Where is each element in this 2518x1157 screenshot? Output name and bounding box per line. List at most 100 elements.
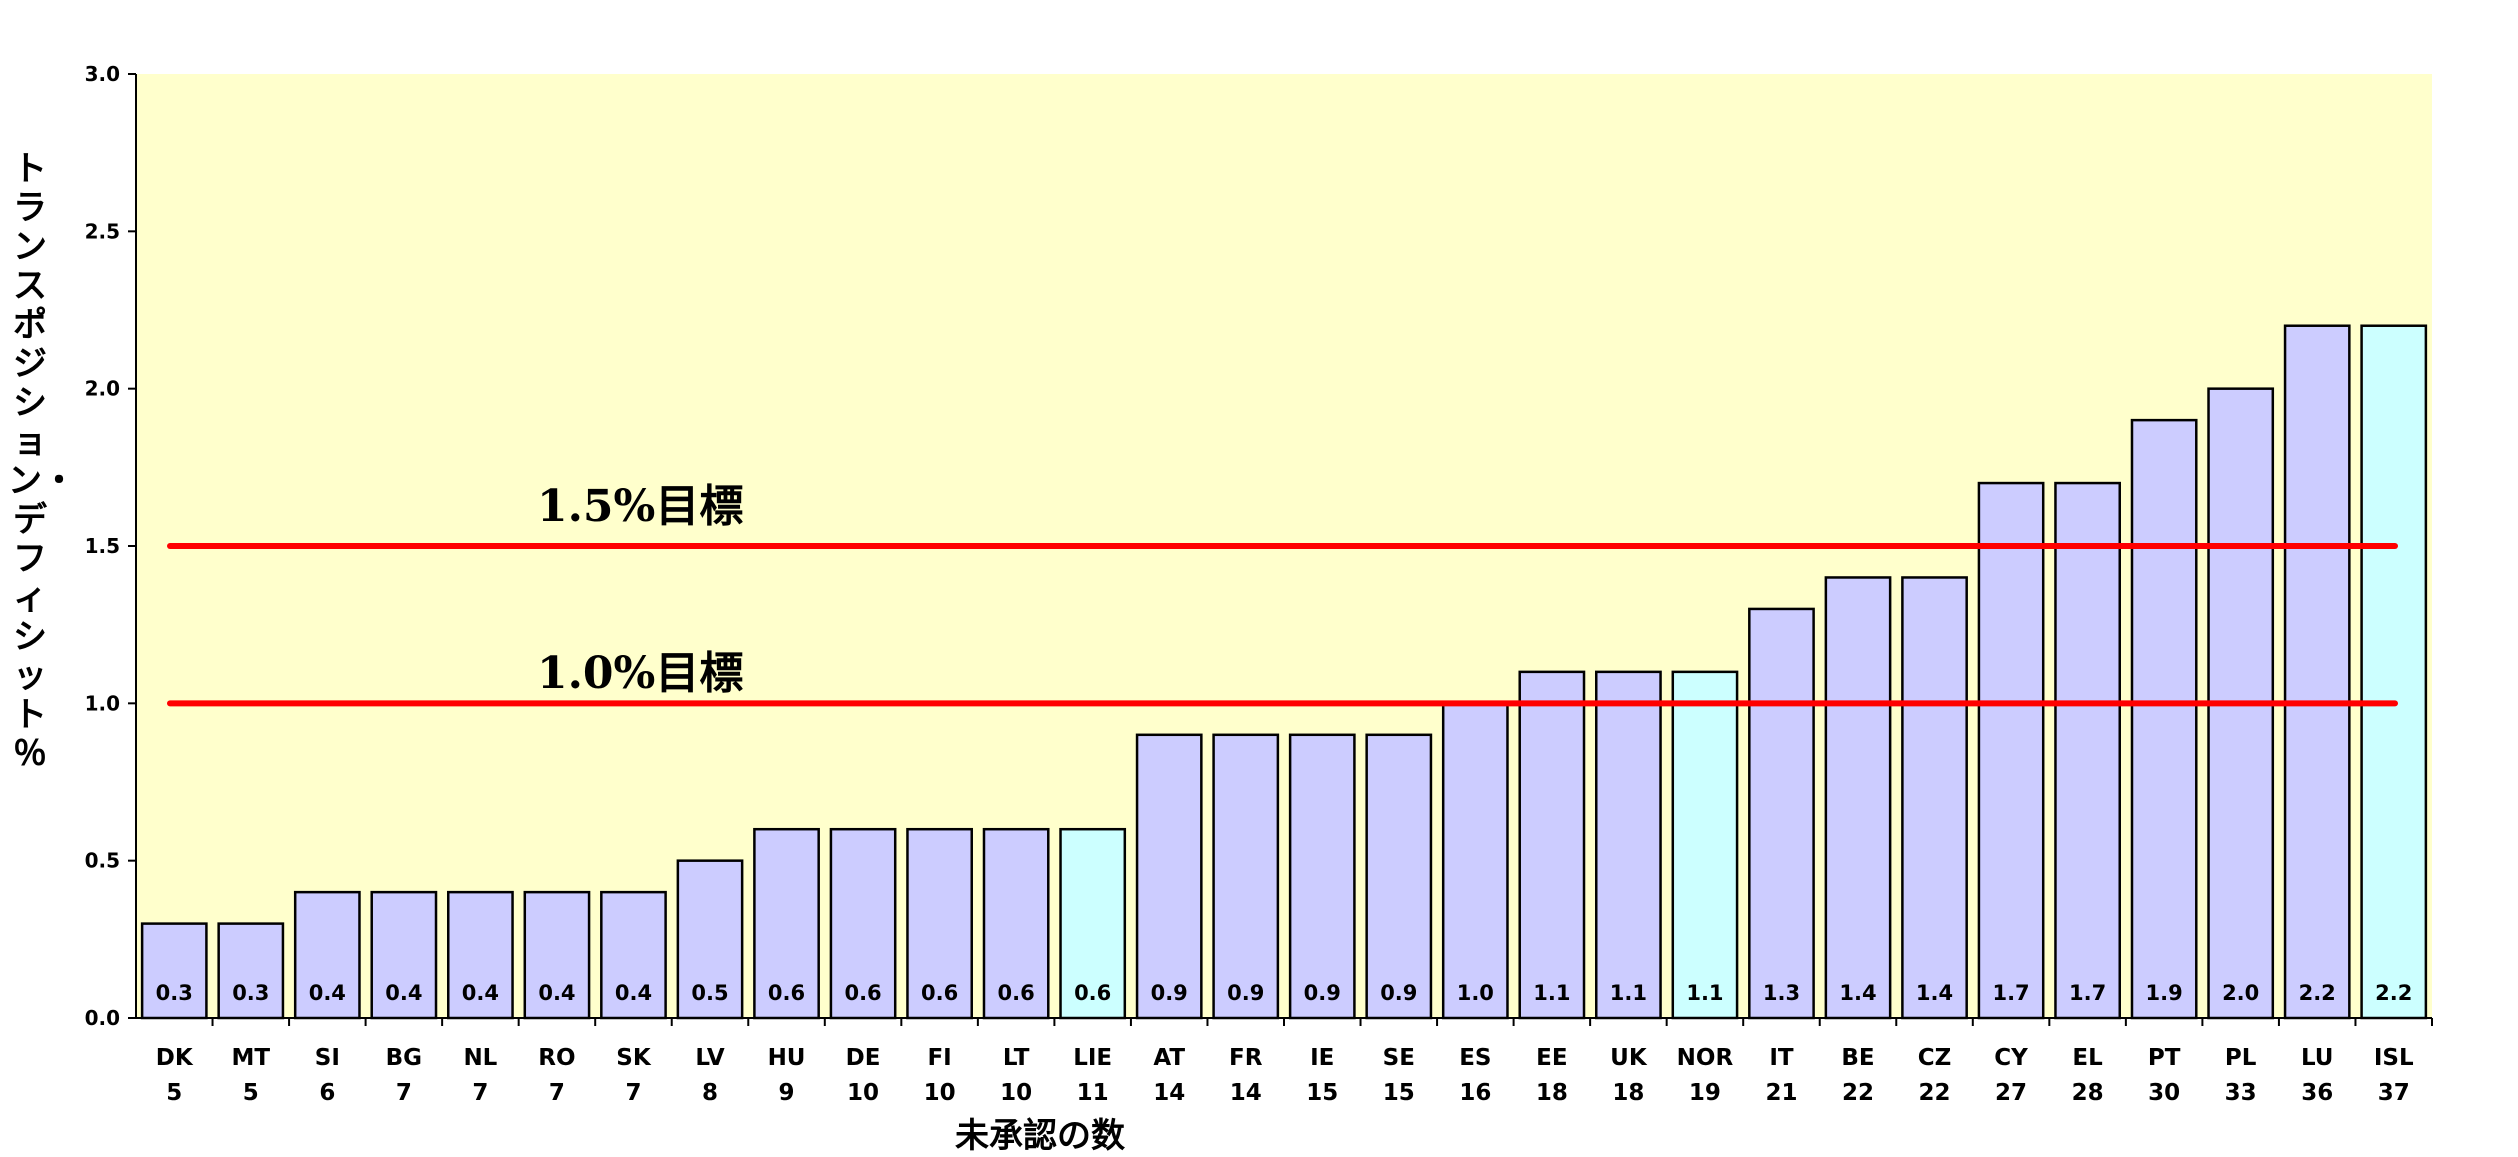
x-category-label: LT [1003, 1045, 1030, 1071]
bar-value-label: 1.1 [1533, 981, 1570, 1005]
x-count-label: 37 [2378, 1080, 2410, 1106]
x-count-label: 22 [1919, 1080, 1951, 1106]
bar-value-label: 0.6 [921, 981, 958, 1005]
bar-value-label: 0.6 [1074, 981, 1111, 1005]
bar-value-label: 1.4 [1916, 981, 1953, 1005]
bar [1518, 670, 1586, 1020]
bar-value-label: 0.4 [615, 981, 652, 1005]
x-category-label: PT [2148, 1045, 2181, 1071]
bar-value-label: 1.7 [2069, 981, 2106, 1005]
bar-value-label: 0.9 [1380, 981, 1417, 1005]
x-count-label: 33 [2225, 1080, 2257, 1106]
bar-value-label: 1.1 [1686, 981, 1723, 1005]
x-category-label: UK [1610, 1045, 1648, 1071]
bar-value-label: 1.3 [1763, 981, 1800, 1005]
x-category-label: BE [1841, 1045, 1874, 1071]
bar-value-label: 1.7 [1992, 981, 2029, 1005]
x-count-label: 7 [549, 1080, 565, 1106]
bar [829, 827, 897, 1020]
x-category-label: ISL [2374, 1045, 2414, 1071]
bar [1135, 733, 1203, 1020]
bar-value-label: 2.2 [2375, 981, 2412, 1005]
bar-value-label: 1.0 [1457, 981, 1494, 1005]
bar [1441, 702, 1509, 1020]
x-category-label: CZ [1918, 1045, 1952, 1071]
x-category-label: LIE [1073, 1045, 1112, 1071]
bar-value-label: 0.4 [462, 981, 499, 1005]
bar-value-label: 0.5 [691, 981, 728, 1005]
x-count-label: 10 [1000, 1080, 1032, 1106]
bar-value-label: 2.0 [2222, 981, 2259, 1005]
bar [217, 922, 285, 1020]
x-category-label: EL [2072, 1045, 2103, 1071]
x-category-label: NOR [1677, 1045, 1734, 1071]
target-line-label-1-5: 1.5%目標 [537, 481, 744, 532]
y-tick-label: 0.5 [85, 849, 120, 873]
x-count-label: 15 [1306, 1080, 1338, 1106]
bar-value-label: 0.4 [385, 981, 422, 1005]
bar-value-label: 0.6 [768, 981, 805, 1005]
x-category-label: NL [463, 1045, 497, 1071]
y-tick-label: 0.0 [85, 1006, 120, 1030]
x-category-label: CY [1994, 1045, 2028, 1071]
x-count-label: 9 [779, 1080, 795, 1106]
bar-value-label: 0.6 [998, 981, 1035, 1005]
x-category-label: IE [1310, 1045, 1334, 1071]
bar-value-label: 1.1 [1610, 981, 1647, 1005]
x-count-label: 18 [1612, 1080, 1644, 1106]
bar-value-label: 2.2 [2299, 981, 2336, 1005]
x-category-label: RO [538, 1045, 575, 1071]
x-category-label: ES [1459, 1045, 1491, 1071]
bar [370, 890, 438, 1020]
x-count-label: 15 [1383, 1080, 1415, 1106]
y-axis-label: トランスポジション・デフィシット ％ [8, 149, 81, 774]
x-count-label: 18 [1536, 1080, 1568, 1106]
bar-value-label: 0.3 [156, 981, 193, 1005]
bar [1824, 576, 1892, 1020]
y-tick-label: 1.0 [85, 691, 120, 715]
x-count-label: 19 [1689, 1080, 1721, 1106]
x-count-label: 27 [1995, 1080, 2027, 1106]
bar [2360, 324, 2428, 1020]
x-count-label: 7 [625, 1080, 641, 1106]
bar [447, 890, 514, 1020]
bar [753, 827, 820, 1020]
bar [1595, 670, 1662, 1020]
x-count-label: 22 [1842, 1080, 1874, 1106]
bar [906, 827, 973, 1020]
x-category-label: LU [2301, 1045, 2334, 1071]
bar [676, 859, 744, 1020]
bar-value-label: 0.4 [538, 981, 575, 1005]
x-count-label: 14 [1153, 1080, 1185, 1106]
bar [1212, 733, 1280, 1020]
bar [2130, 418, 2198, 1020]
x-category-label: EE [1536, 1045, 1567, 1071]
x-category-label: HU [768, 1045, 806, 1071]
x-count-label: 7 [396, 1080, 412, 1106]
bar [1901, 576, 1968, 1020]
x-category-label: AT [1153, 1045, 1185, 1071]
bar [2054, 481, 2121, 1020]
bar [1365, 733, 1433, 1020]
x-category-label: SI [315, 1045, 340, 1071]
bar [1977, 481, 2045, 1020]
y-tick-label: 1.5 [85, 534, 120, 558]
x-axis-label: 未承認の数 [955, 1116, 1125, 1156]
x-count-label: 6 [319, 1080, 335, 1106]
x-count-label: 5 [166, 1080, 182, 1106]
x-category-label: FI [927, 1045, 951, 1071]
x-count-label: 16 [1459, 1080, 1491, 1106]
x-category-label: DK [156, 1045, 194, 1071]
bar [600, 890, 667, 1020]
y-tick-label: 2.5 [85, 219, 120, 243]
x-category-label: SK [616, 1045, 652, 1071]
x-count-label: 30 [2148, 1080, 2180, 1106]
x-count-label: 14 [1230, 1080, 1262, 1106]
x-category-label: PL [2225, 1045, 2257, 1071]
x-category-label: DE [846, 1045, 881, 1071]
x-category-label: MT [232, 1045, 271, 1071]
x-category-label: LV [695, 1045, 724, 1071]
x-category-label: IT [1769, 1045, 1794, 1071]
x-count-label: 28 [2072, 1080, 2104, 1106]
bar-value-label: 0.9 [1227, 981, 1264, 1005]
